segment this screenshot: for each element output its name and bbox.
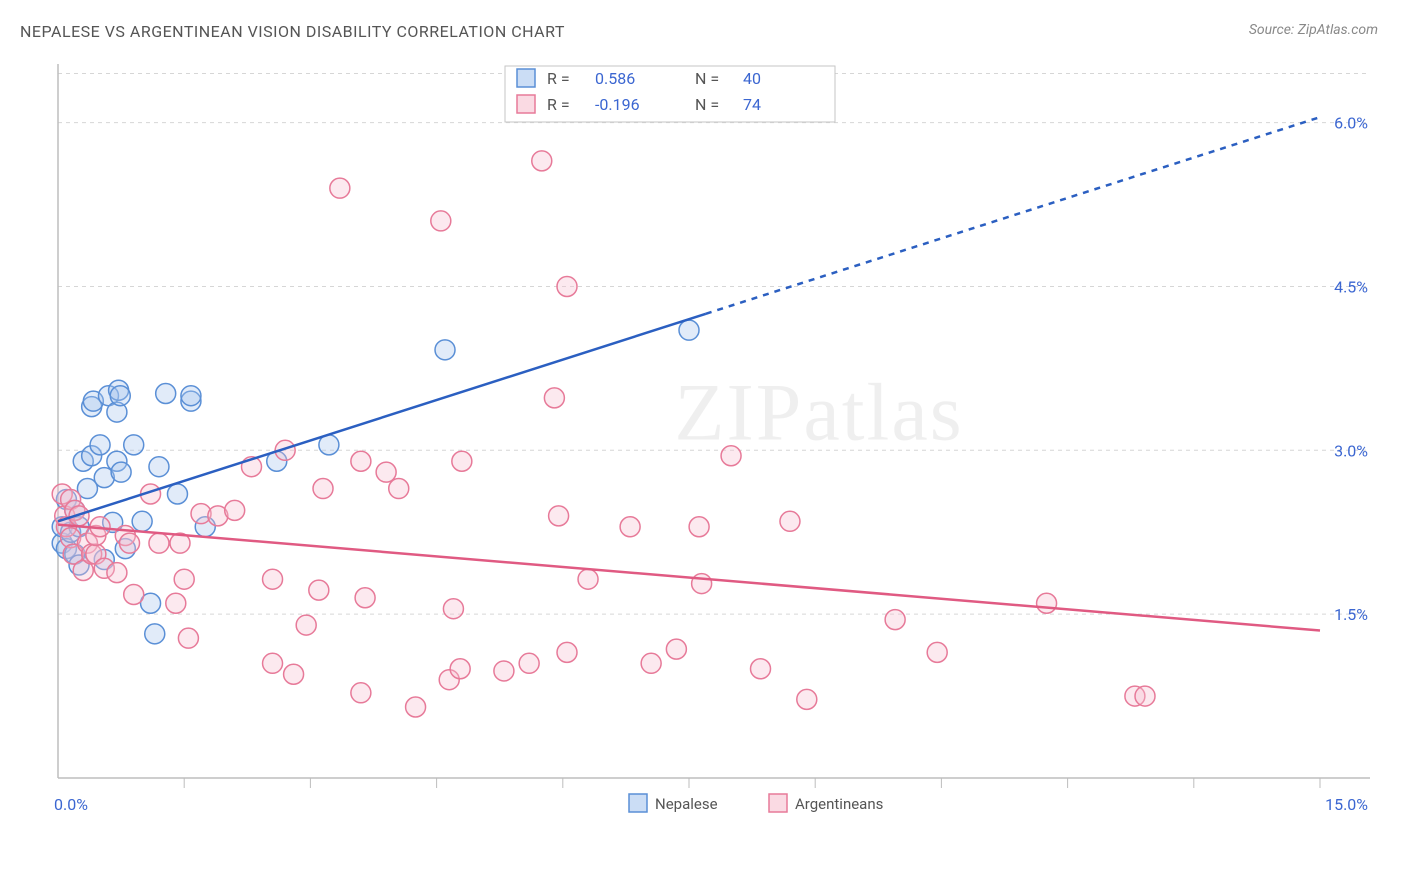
legend-swatch-argentineans [769, 794, 787, 812]
point-nepalese [156, 384, 176, 404]
point-argentineans [692, 574, 712, 594]
point-argentineans [330, 178, 350, 198]
point-argentineans [431, 211, 451, 231]
point-argentineans [578, 569, 598, 589]
y-tick-label: 4.5% [1334, 277, 1368, 296]
chart-svg: ZIPatlas 1.5% 3.0% 4.5% 6.0% 0.0% 15.0% R = 0.58… [50, 58, 1380, 828]
point-nepalese [145, 624, 165, 644]
point-argentineans [355, 588, 375, 608]
point-nepalese [435, 340, 455, 360]
point-argentineans [666, 639, 686, 659]
point-argentineans [1037, 593, 1057, 613]
point-argentineans [225, 500, 245, 520]
point-argentineans [351, 683, 371, 703]
point-argentineans [797, 689, 817, 709]
point-argentineans [174, 569, 194, 589]
point-argentineans [263, 569, 283, 589]
y-tick-label: 6.0% [1334, 114, 1368, 133]
point-argentineans [120, 533, 140, 553]
point-argentineans [641, 653, 661, 673]
point-nepalese [111, 462, 131, 482]
scatter-plot: ZIPatlas 1.5% 3.0% 4.5% 6.0% 0.0% 15.0% R = 0.58… [50, 58, 1380, 828]
legend-r-value: -0.196 [595, 95, 640, 114]
legend-swatch [517, 95, 535, 113]
point-argentineans [721, 446, 741, 466]
point-argentineans [519, 653, 539, 673]
point-argentineans [351, 451, 371, 471]
point-argentineans [620, 517, 640, 537]
point-argentineans [406, 697, 426, 717]
point-argentineans [166, 593, 186, 613]
point-argentineans [549, 506, 569, 526]
point-argentineans [263, 653, 283, 673]
point-argentineans [751, 659, 771, 679]
point-argentineans [389, 479, 409, 499]
point-nepalese [167, 484, 187, 504]
legend-swatch-nepalese [629, 794, 647, 812]
x-start-label: 0.0% [54, 795, 88, 814]
point-argentineans [544, 388, 564, 408]
source-attribution: Source: ZipAtlas.com [1249, 22, 1378, 38]
legend-swatch [517, 69, 535, 87]
point-argentineans [689, 517, 709, 537]
point-argentineans [494, 661, 514, 681]
point-argentineans [885, 610, 905, 630]
watermark: ZIPatlas [674, 366, 963, 457]
x-end-label: 15.0% [1325, 795, 1368, 814]
point-argentineans [450, 659, 470, 679]
point-argentineans [927, 642, 947, 662]
legend-n-label: N = [695, 69, 719, 88]
point-argentineans [178, 628, 198, 648]
y-tick-label: 3.0% [1334, 441, 1368, 460]
point-argentineans [557, 276, 577, 296]
point-argentineans [107, 563, 127, 583]
y-tick-label: 1.5% [1334, 605, 1368, 624]
point-argentineans [780, 511, 800, 531]
point-nepalese [132, 511, 152, 531]
legend-r-label: R = [547, 95, 570, 114]
point-nepalese [124, 435, 144, 455]
point-argentineans [532, 151, 552, 171]
legend-r-value: 0.586 [595, 69, 635, 88]
legend-r-label: R = [547, 69, 570, 88]
point-argentineans [452, 451, 472, 471]
point-argentineans [284, 664, 304, 684]
point-nepalese [90, 435, 110, 455]
point-nepalese [679, 320, 699, 340]
legend-label-argentineans: Argentineans [795, 795, 883, 813]
point-argentineans [1135, 686, 1155, 706]
legend-n-label: N = [695, 95, 719, 114]
point-nepalese [149, 457, 169, 477]
point-argentineans [296, 615, 316, 635]
legend-n-value: 74 [743, 95, 761, 114]
point-argentineans [309, 580, 329, 600]
point-argentineans [124, 584, 144, 604]
point-argentineans [443, 599, 463, 619]
chart-title: NEPALESE VS ARGENTINEAN VISION DISABILIT… [20, 22, 565, 41]
point-argentineans [557, 642, 577, 662]
point-argentineans [313, 479, 333, 499]
legend-label-nepalese: Nepalese [655, 795, 718, 813]
point-nepalese [110, 386, 130, 406]
correlation-legend: R = 0.586 N = 40 R = -0.196 N = 74 [505, 66, 835, 122]
point-argentineans [149, 533, 169, 553]
point-nepalese [181, 386, 201, 406]
point-argentineans [376, 462, 396, 482]
legend-n-value: 40 [743, 69, 761, 88]
